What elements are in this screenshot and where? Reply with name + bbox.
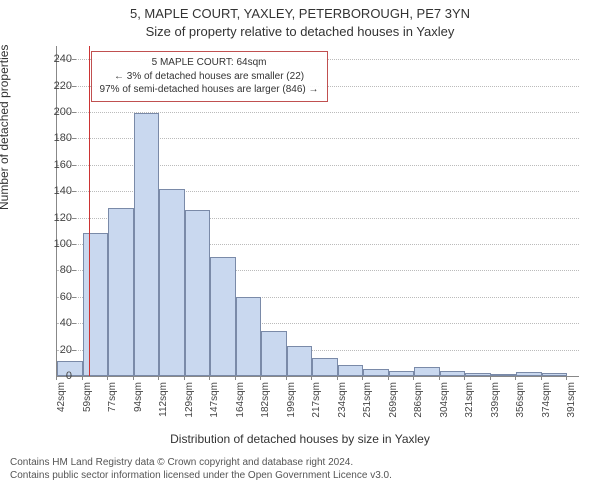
histogram-bar <box>261 331 287 376</box>
x-tick-mark <box>82 376 83 380</box>
y-tick-label: 200 <box>32 106 72 118</box>
footer-attribution: Contains HM Land Registry data © Crown c… <box>10 456 590 482</box>
x-tick-mark <box>56 376 57 380</box>
histogram-plot: 5 MAPLE COURT: 64sqm← 3% of detached hou… <box>56 46 579 377</box>
x-tick-label: 42sqm <box>56 382 67 442</box>
histogram-bar <box>440 371 466 376</box>
footer-line1: Contains HM Land Registry data © Crown c… <box>10 456 590 469</box>
x-tick-mark <box>311 376 312 380</box>
x-tick-label: 251sqm <box>362 382 373 442</box>
x-tick-label: 147sqm <box>209 382 220 442</box>
x-tick-mark <box>541 376 542 380</box>
page-title-line2: Size of property relative to detached ho… <box>0 24 600 39</box>
x-tick-label: 199sqm <box>286 382 297 442</box>
histogram-bar <box>236 297 262 376</box>
x-tick-mark <box>566 376 567 380</box>
histogram-bar <box>338 365 364 376</box>
y-tick-label: 80 <box>32 264 72 276</box>
x-tick-label: 112sqm <box>158 382 169 442</box>
y-tick-label: 40 <box>32 317 72 329</box>
histogram-bar <box>159 189 185 376</box>
histogram-bar <box>185 210 211 376</box>
x-tick-mark <box>158 376 159 380</box>
x-tick-label: 374sqm <box>541 382 552 442</box>
histogram-bar <box>542 373 568 376</box>
x-tick-label: 269sqm <box>388 382 399 442</box>
callout-line-2: ← 3% of detached houses are smaller (22) <box>100 70 319 84</box>
footer-line2: Contains public sector information licen… <box>10 469 590 482</box>
histogram-bar <box>108 208 134 376</box>
x-tick-mark <box>235 376 236 380</box>
x-tick-mark <box>209 376 210 380</box>
x-tick-label: 182sqm <box>260 382 271 442</box>
x-tick-label: 217sqm <box>311 382 322 442</box>
histogram-bar <box>389 371 415 376</box>
x-tick-label: 234sqm <box>337 382 348 442</box>
x-tick-label: 129sqm <box>184 382 195 442</box>
y-tick-label: 220 <box>32 80 72 92</box>
y-tick-label: 160 <box>32 159 72 171</box>
x-tick-label: 286sqm <box>413 382 424 442</box>
histogram-bar <box>83 233 109 376</box>
y-tick-label: 140 <box>32 185 72 197</box>
x-tick-mark <box>260 376 261 380</box>
x-tick-mark <box>413 376 414 380</box>
x-tick-mark <box>490 376 491 380</box>
histogram-bar <box>210 257 236 376</box>
y-axis-label: Number of detached properties <box>0 45 11 210</box>
callout-line-3: 97% of semi-detached houses are larger (… <box>100 83 319 97</box>
y-tick-label: 0 <box>32 370 72 382</box>
x-tick-label: 391sqm <box>566 382 577 442</box>
y-tick-label: 60 <box>32 291 72 303</box>
histogram-bar <box>465 373 491 376</box>
callout-line-1: 5 MAPLE COURT: 64sqm <box>100 56 319 70</box>
y-tick-label: 20 <box>32 344 72 356</box>
x-tick-label: 59sqm <box>82 382 93 442</box>
y-tick-label: 240 <box>32 53 72 65</box>
y-tick-label: 180 <box>32 132 72 144</box>
x-tick-label: 77sqm <box>107 382 118 442</box>
histogram-bar <box>516 372 542 376</box>
histogram-bar <box>414 367 440 376</box>
x-tick-mark <box>439 376 440 380</box>
x-tick-label: 94sqm <box>133 382 144 442</box>
histogram-bar <box>312 358 338 376</box>
callout-box: 5 MAPLE COURT: 64sqm← 3% of detached hou… <box>91 51 328 102</box>
x-tick-mark <box>286 376 287 380</box>
x-tick-mark <box>362 376 363 380</box>
x-tick-mark <box>515 376 516 380</box>
x-tick-mark <box>388 376 389 380</box>
x-tick-label: 304sqm <box>439 382 450 442</box>
x-tick-mark <box>464 376 465 380</box>
page-title-line1: 5, MAPLE COURT, YAXLEY, PETERBOROUGH, PE… <box>0 6 600 21</box>
y-tick-label: 120 <box>32 212 72 224</box>
x-tick-mark <box>184 376 185 380</box>
x-tick-label: 339sqm <box>490 382 501 442</box>
x-tick-label: 356sqm <box>515 382 526 442</box>
histogram-bar <box>134 113 160 376</box>
x-tick-label: 164sqm <box>235 382 246 442</box>
histogram-bar <box>363 369 389 376</box>
histogram-bar <box>491 374 517 376</box>
x-tick-mark <box>133 376 134 380</box>
x-tick-mark <box>107 376 108 380</box>
x-tick-mark <box>337 376 338 380</box>
y-tick-label: 100 <box>32 238 72 250</box>
histogram-bar <box>287 346 313 376</box>
x-tick-label: 321sqm <box>464 382 475 442</box>
